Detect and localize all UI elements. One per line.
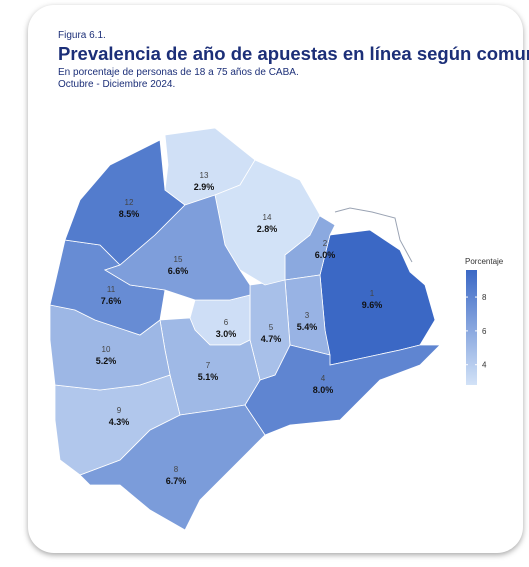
commune-number: 10 <box>102 345 111 354</box>
commune-number: 9 <box>117 406 122 415</box>
commune-value: 4.7% <box>261 334 282 344</box>
commune-number: 6 <box>224 318 229 327</box>
title: Prevalencia de año de apuestas en línea … <box>58 43 529 64</box>
legend-title: Porcentaje <box>465 257 504 266</box>
commune-number: 5 <box>269 323 274 332</box>
commune-number: 4 <box>321 374 326 383</box>
commune-value: 8.0% <box>313 385 334 395</box>
commune-value: 6.7% <box>166 476 187 486</box>
commune-number: 3 <box>305 311 310 320</box>
port-outline <box>334 207 413 263</box>
commune-number: 12 <box>125 198 134 207</box>
commune-value: 9.6% <box>362 300 383 310</box>
commune-value: 7.6% <box>101 296 122 306</box>
commune-value: 5.4% <box>297 322 318 332</box>
commune <box>214 159 321 286</box>
colorbar <box>466 270 477 385</box>
commune <box>104 194 251 301</box>
commune-value: 5.1% <box>198 372 219 382</box>
commune-number: 13 <box>200 171 209 180</box>
commune-value: 8.5% <box>119 209 140 219</box>
commune-number: 2 <box>323 239 328 248</box>
commune-number: 14 <box>263 213 272 222</box>
commune-number: 1 <box>370 289 375 298</box>
commune-value: 5.2% <box>96 356 117 366</box>
commune-number: 11 <box>107 285 116 294</box>
subtitle: Octubre - Diciembre 2024. <box>58 79 176 90</box>
subtitle: En porcentaje de personas de 18 a 75 año… <box>58 67 299 78</box>
commune-number: 7 <box>206 361 211 370</box>
commune-value: 3.0% <box>216 329 237 339</box>
figure-label: Figura 6.1. <box>58 30 106 41</box>
commune-value: 6.0% <box>315 250 336 260</box>
legend-tick-label: 8 <box>482 293 487 302</box>
commune-value: 2.9% <box>194 182 215 192</box>
commune-number: 8 <box>174 465 179 474</box>
commune-value: 4.3% <box>109 417 130 427</box>
legend-tick-label: 4 <box>482 361 487 370</box>
commune <box>244 344 441 436</box>
commune <box>319 229 436 366</box>
legend-tick-label: 6 <box>482 327 487 336</box>
commune-number: 15 <box>174 255 183 264</box>
commune-value: 2.8% <box>257 224 278 234</box>
commune-value: 6.6% <box>168 266 189 276</box>
